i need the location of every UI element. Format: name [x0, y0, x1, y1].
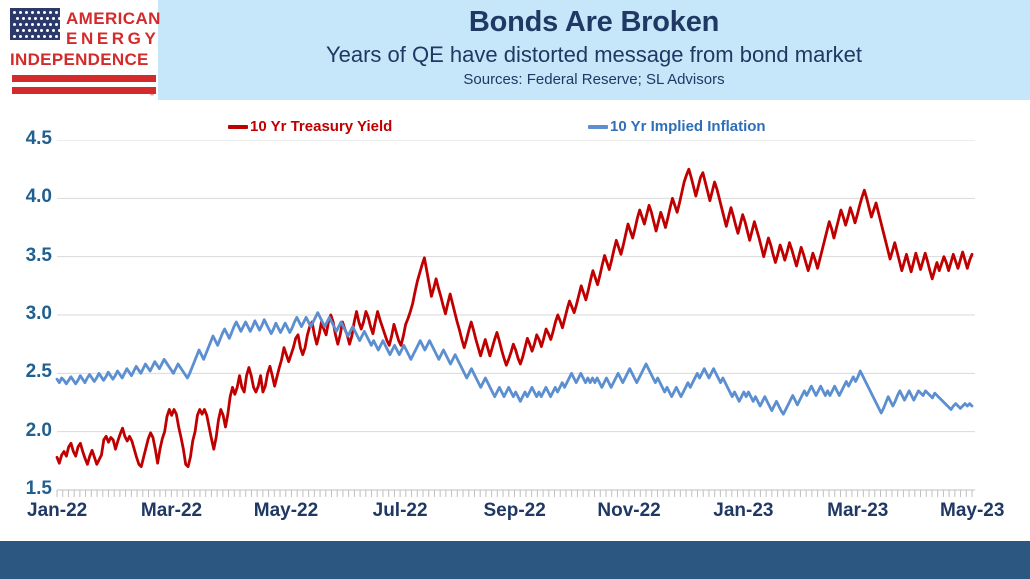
footer-bar — [0, 541, 1030, 579]
legend-label-treasury-yield: 10 Yr Treasury Yield — [250, 118, 393, 135]
legend-swatch-icon — [228, 124, 248, 129]
x-axis-tick-mar-22: Mar-22 — [140, 500, 203, 521]
y-axis-tick-4-5: 4.5 — [25, 128, 52, 149]
us-flag-icon — [10, 8, 60, 40]
brand-logo: AMERICAN ENERGY INDEPENDENCE ™ — [0, 0, 161, 100]
x-axis-tick-jan-22: Jan-22 — [27, 500, 88, 521]
chart-svg — [55, 140, 975, 497]
y-axis-tick-2-5: 2.5 — [25, 361, 52, 383]
y-axis-tick-3-0: 3.0 — [25, 303, 52, 324]
legend-item-treasury-yield[interactable]: 10 Yr Treasury Yield — [228, 118, 392, 135]
x-axis-tickmarks — [56, 490, 973, 497]
logo-line-energy: ENERGY — [66, 29, 160, 48]
y-axis-labels: 4.5 4.0 3.5 3.0 2.5 2.0 1.5 — [0, 128, 52, 500]
legend-swatch-icon — [588, 124, 608, 129]
x-axis-tick-may-23: May-23 — [940, 500, 1005, 521]
plot-area — [0, 140, 1030, 500]
logo-stripe-top — [12, 75, 156, 82]
x-axis-tick-sep-22: Sep-22 — [483, 500, 546, 521]
x-axis-tick-jan-23: Jan-23 — [713, 500, 774, 521]
logo-line-independence: INDEPENDENCE — [10, 50, 149, 69]
logo-stripe-bottom — [12, 87, 156, 94]
x-axis-labels: Jan-22 Mar-22 May-22 Jul-22 Sep-22 Nov-22 Jan-… — [0, 500, 1030, 534]
chart-title: Bonds Are Broken — [468, 6, 720, 38]
logo-line-american: AMERICAN — [66, 9, 161, 28]
y-axis-tick-4-0: 4.0 — [25, 186, 52, 208]
y-axis-tick-2-0: 2.0 — [25, 419, 52, 441]
legend-item-implied-inflation[interactable]: 10 Yr Implied Inflation — [588, 118, 766, 135]
series-line-implied-inflation — [55, 311, 974, 416]
chart-subtitle: Years of QE have distorted message from … — [325, 42, 862, 67]
x-axis-tick-may-22: May-22 — [253, 500, 319, 521]
legend-label-implied-inflation: 10 Yr Implied Inflation — [610, 118, 766, 135]
y-axis-tick-1-5: 1.5 — [25, 478, 52, 499]
y-axis-tick-3-5: 3.5 — [25, 244, 52, 266]
x-axis-tick-jul-22: Jul-22 — [372, 500, 428, 521]
x-axis-tick-nov-22: Nov-22 — [597, 500, 661, 521]
x-axis-tick-mar-23: Mar-23 — [827, 500, 889, 521]
chart-sources: Sources: Federal Reserve; SL Advisors — [463, 71, 725, 88]
header-band — [0, 0, 1030, 100]
series-line-treasury-yield — [55, 167, 974, 469]
chart-legend: 10 Yr Treasury Yield 10 Yr Implied Infla… — [0, 118, 1030, 142]
logo-trademark: ™ — [149, 93, 154, 99]
